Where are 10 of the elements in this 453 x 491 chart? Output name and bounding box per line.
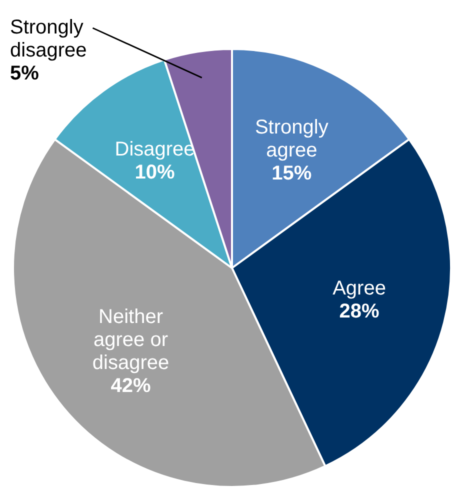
slice-label: Strongly agree (254, 116, 328, 162)
slice-label: Strongly disagree (10, 16, 87, 62)
data-label: 42% (110, 374, 151, 397)
data-label: 15% (272, 162, 312, 184)
slice-label: Agree (332, 278, 386, 300)
data-label: 10% (134, 162, 175, 184)
slice-label: Neither agree or disagree (92, 306, 170, 374)
data-label: 5% (10, 62, 40, 85)
data-label: 28% (339, 300, 380, 323)
slice-label: Disagree (114, 138, 195, 161)
